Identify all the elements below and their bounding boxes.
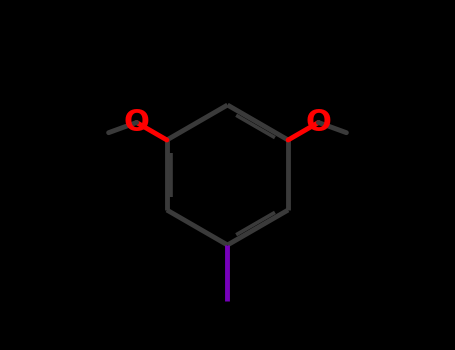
Text: O: O [124,108,150,137]
Text: O: O [305,108,331,137]
